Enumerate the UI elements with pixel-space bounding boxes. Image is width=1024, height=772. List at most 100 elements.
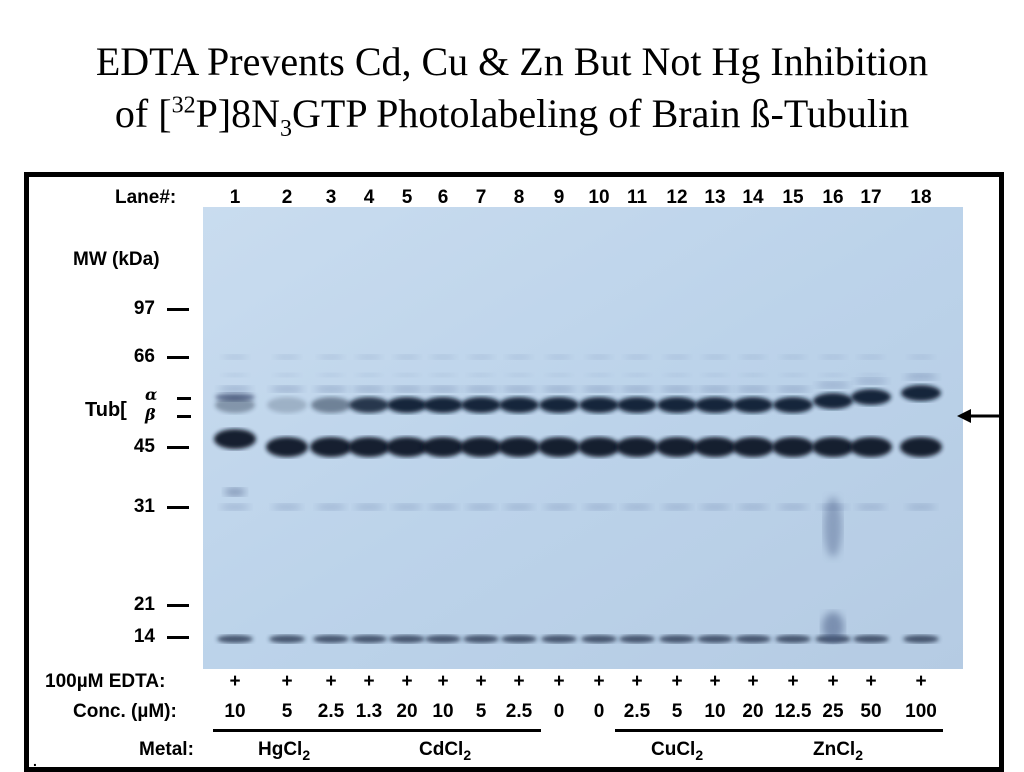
edta-sign: + — [281, 671, 293, 692]
gel-band — [386, 437, 428, 457]
metal-group-line — [385, 729, 541, 732]
title-subscript: 3 — [280, 116, 293, 142]
gel-band — [776, 386, 810, 392]
gel-band — [695, 397, 735, 413]
gel-band — [736, 386, 770, 392]
lane-number: 4 — [363, 187, 375, 208]
mw-tick — [167, 446, 189, 449]
gel-band — [311, 397, 351, 413]
edta-sign: + — [787, 671, 799, 692]
mw-label: 66 — [133, 346, 155, 367]
gel-band — [850, 437, 892, 457]
gel-band — [224, 488, 246, 496]
metal-group-line — [213, 729, 391, 732]
gel-band — [423, 397, 463, 413]
gel-band — [352, 386, 386, 392]
gel-band — [616, 437, 658, 457]
gel-band — [906, 504, 936, 510]
gel-band — [394, 354, 420, 360]
gel-band — [581, 635, 617, 643]
gel-band — [539, 397, 579, 413]
conc-value: 2.5 — [623, 701, 651, 722]
edta-sign: + — [437, 671, 449, 692]
gel-band — [222, 354, 248, 360]
gel-band — [356, 354, 382, 360]
conc-value: 2.5 — [317, 701, 345, 722]
gel-band — [694, 437, 736, 457]
gel-band — [214, 429, 256, 449]
gel-band — [858, 354, 884, 360]
title-text: GTP Photolabeling of Brain ß-Tubulin — [292, 91, 910, 136]
gel-band — [215, 393, 255, 401]
gel-band — [348, 437, 390, 457]
gel-band — [422, 437, 464, 457]
conc-value: 50 — [860, 701, 882, 722]
lane-number: 16 — [822, 187, 844, 208]
lane-number: 14 — [742, 187, 764, 208]
gel-band — [349, 397, 389, 413]
gel-band — [504, 504, 534, 510]
gel-band — [702, 373, 728, 377]
conc-value: 100 — [905, 701, 937, 722]
conc-value: 5 — [671, 701, 683, 722]
gel-band — [816, 382, 850, 388]
gel-band — [468, 354, 494, 360]
gel-band — [506, 373, 532, 377]
lane-number: 12 — [666, 187, 688, 208]
gel-band — [542, 386, 576, 392]
conc-value: 20 — [742, 701, 764, 722]
mw-tick — [167, 636, 189, 639]
gel-band — [314, 386, 348, 392]
gel-band — [222, 373, 248, 377]
gel-band — [856, 504, 886, 510]
mw-tick — [167, 308, 189, 311]
conc-value: 12.5 — [774, 701, 812, 722]
gel-band — [392, 504, 422, 510]
gel-band — [502, 386, 536, 392]
gel-band — [812, 437, 854, 457]
metal-name: CdCl2 — [419, 739, 472, 763]
gel-band — [425, 635, 461, 643]
lane-number: 18 — [910, 187, 932, 208]
beta-label: β — [145, 405, 156, 424]
title-superscript: 32 — [171, 92, 196, 119]
edta-sign: + — [915, 671, 927, 692]
edta-sign: + — [401, 671, 413, 692]
gel-band — [541, 635, 577, 643]
gel-band — [466, 504, 496, 510]
gel-band — [267, 397, 307, 413]
gel-band — [619, 635, 655, 643]
gel-band — [908, 354, 934, 360]
edta-sign: + — [865, 671, 877, 692]
metal-group-line — [771, 729, 943, 732]
gel-band — [460, 437, 502, 457]
gel-band — [499, 397, 539, 413]
gel-band — [738, 504, 768, 510]
gel-band — [501, 635, 537, 643]
gel-band — [464, 386, 498, 392]
gel-band — [218, 386, 252, 392]
gel-band — [772, 437, 814, 457]
edta-sign: + — [325, 671, 337, 692]
gel-band — [318, 373, 344, 377]
gel-band — [660, 386, 694, 392]
gel-band — [773, 397, 813, 413]
conc-value: 0 — [593, 701, 605, 722]
mw-tick — [167, 604, 189, 607]
edta-sign: + — [593, 671, 605, 692]
conc-value: 10 — [704, 701, 726, 722]
gel-band — [903, 635, 939, 643]
gel-band — [351, 635, 387, 643]
gel-band — [546, 373, 572, 377]
gel-band — [778, 504, 808, 510]
gel-band — [775, 635, 811, 643]
gel-band — [620, 386, 654, 392]
conc-value: 0 — [553, 701, 565, 722]
conc-value: 25 — [822, 701, 844, 722]
slide-title-line-1: EDTA Prevents Cd, Cu & Zn But Not Hg Inh… — [95, 39, 929, 84]
gel-background — [203, 207, 963, 669]
gel-band — [698, 386, 732, 392]
gel-band — [270, 386, 304, 392]
gel-band — [697, 635, 733, 643]
gel-band — [780, 354, 806, 360]
